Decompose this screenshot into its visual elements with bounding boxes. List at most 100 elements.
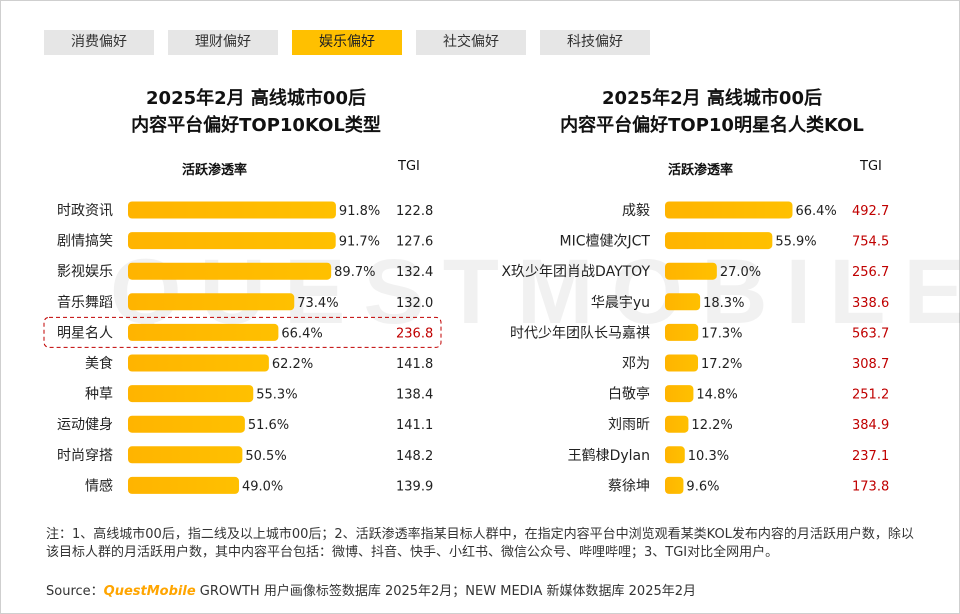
left-value-label: 91.7%: [339, 235, 380, 250]
source-rest: GROWTH 用户画像标签数据库 2025年2月；NEW MEDIA 新媒体数据…: [195, 584, 697, 599]
left-tgi-value: 236.8: [396, 326, 433, 341]
right-value-label: 10.3%: [688, 449, 729, 464]
right-bar: [665, 354, 699, 372]
right-category-label: 刘雨昕: [608, 417, 650, 433]
left-value-label: 55.3%: [256, 388, 297, 403]
right-category-label: 邓为: [622, 356, 650, 372]
left-tgi-value: 141.1: [396, 418, 433, 433]
left-tgi-value: 141.8: [396, 357, 433, 372]
tab-social[interactable]: 社交偏好: [416, 30, 526, 55]
left-chart-title-line1: 2025年2月 高线城市00后: [146, 88, 366, 109]
left-tgi-value: 132.0: [396, 296, 433, 311]
left-bar: [128, 293, 295, 311]
tab-consumption[interactable]: 消费偏好: [44, 30, 154, 55]
left-value-label: 62.2%: [272, 357, 313, 372]
right-category-label: 王鹤棣Dylan: [568, 448, 650, 464]
left-value-label: 91.8%: [339, 204, 380, 219]
right-tgi-value: 338.6: [852, 296, 889, 311]
right-bar: [665, 446, 685, 464]
left-bar: [128, 232, 336, 250]
right-value-label: 17.2%: [701, 357, 742, 372]
right-tgi-value: 237.1: [852, 449, 889, 464]
right-category-label: 时代少年团队长马嘉祺: [510, 325, 650, 341]
right-category-label: X玖少年团肖战DAYTOY: [501, 264, 650, 280]
right-bar: [665, 262, 717, 280]
right-rate-header: 活跃渗透率: [668, 163, 734, 178]
right-category-label: 成毅: [622, 202, 650, 219]
left-bar: [128, 201, 336, 219]
left-value-label: 49.0%: [242, 479, 283, 494]
left-value-label: 73.4%: [297, 296, 338, 311]
left-value-label: 50.5%: [245, 449, 286, 464]
right-value-label: 18.3%: [703, 296, 744, 311]
right-category-label: 白敬亭: [608, 386, 650, 403]
right-value-label: 27.0%: [720, 265, 761, 280]
right-bar: [665, 385, 694, 403]
left-category-label: 情感: [85, 477, 113, 494]
left-category-label: 运动健身: [57, 417, 113, 433]
source-brand: QuestMobile: [103, 584, 196, 599]
tab-entertainment[interactable]: 娱乐偏好: [292, 30, 402, 55]
left-category-label: 时尚穿搭: [57, 448, 113, 464]
right-category-label: MIC檀健次JCT: [560, 233, 651, 250]
right-tgi-value: 173.8: [852, 479, 889, 494]
tab-bar: 消费偏好 理财偏好 娱乐偏好 社交偏好 科技偏好: [44, 30, 650, 55]
left-tgi-value: 122.8: [396, 204, 433, 219]
left-category-label: 影视娱乐: [57, 264, 113, 280]
right-value-label: 14.8%: [696, 388, 737, 403]
right-tgi-header: TGI: [860, 159, 882, 174]
source-line: Source：QuestMobile GROWTH 用户画像标签数据库 2025…: [46, 580, 696, 599]
left-tgi-value: 148.2: [396, 449, 433, 464]
tab-technology[interactable]: 科技偏好: [540, 30, 650, 55]
right-tgi-value: 563.7: [852, 326, 889, 341]
left-rate-header: 活跃渗透率: [182, 163, 248, 178]
right-value-label: 9.6%: [686, 479, 719, 494]
source-prefix: Source：: [46, 584, 104, 599]
left-highlight-box: [43, 316, 442, 348]
footnote: 注：1、高线城市00后，指二线及以上城市00后；2、活跃渗透率指某目标人群中，在…: [46, 527, 914, 560]
left-bar: [128, 354, 269, 372]
tab-finance[interactable]: 理财偏好: [168, 30, 278, 55]
right-tgi-value: 251.2: [852, 388, 889, 403]
right-value-label: 12.2%: [691, 418, 732, 433]
left-tgi-value: 139.9: [396, 479, 433, 494]
right-value-label: 66.4%: [795, 204, 836, 219]
left-value-label: 66.4%: [281, 326, 322, 341]
right-value-label: 17.3%: [701, 326, 742, 341]
left-tgi-value: 132.4: [396, 265, 433, 280]
right-tgi-value: 256.7: [852, 265, 889, 280]
left-category-label: 明星名人: [57, 325, 113, 341]
right-chart-title: 2025年2月 高线城市00后 内容平台偏好TOP10明星名人类KOL: [492, 85, 932, 139]
left-category-label: 时政资讯: [57, 203, 113, 219]
left-tgi-header: TGI: [398, 159, 420, 174]
left-category-label: 种草: [85, 387, 113, 403]
right-chart-title-line1: 2025年2月 高线城市00后: [602, 88, 822, 109]
right-tgi-value: 308.7: [852, 357, 889, 372]
left-bar: [128, 262, 332, 280]
right-bar: [665, 232, 773, 250]
left-chart-title-line2: 内容平台偏好TOP10KOL类型: [131, 115, 381, 136]
right-bar: [665, 201, 793, 219]
left-bar: [128, 476, 239, 494]
right-bar: [665, 415, 689, 433]
left-tgi-value: 127.6: [396, 235, 433, 250]
left-category-label: 剧情搞笑: [57, 234, 113, 250]
left-value-label: 51.6%: [248, 418, 289, 433]
left-bar: [128, 446, 243, 464]
right-tgi-value: 754.5: [852, 235, 889, 250]
right-chart-title-line2: 内容平台偏好TOP10明星名人类KOL: [560, 115, 864, 136]
left-chart-title: 2025年2月 高线城市00后 内容平台偏好TOP10KOL类型: [36, 85, 476, 139]
right-bar: [665, 476, 684, 494]
left-category-label: 美食: [85, 355, 113, 372]
left-bar: [128, 415, 245, 433]
right-value-label: 55.9%: [775, 235, 816, 250]
left-tgi-value: 138.4: [396, 388, 433, 403]
right-category-label: 蔡徐坤: [608, 478, 650, 494]
right-category-label: 华晨宇yu: [591, 295, 650, 311]
left-value-label: 89.7%: [334, 265, 375, 280]
left-bar: [128, 385, 254, 403]
left-bar: [128, 323, 279, 341]
left-category-label: 音乐舞蹈: [57, 294, 113, 311]
right-bar: [665, 293, 701, 311]
